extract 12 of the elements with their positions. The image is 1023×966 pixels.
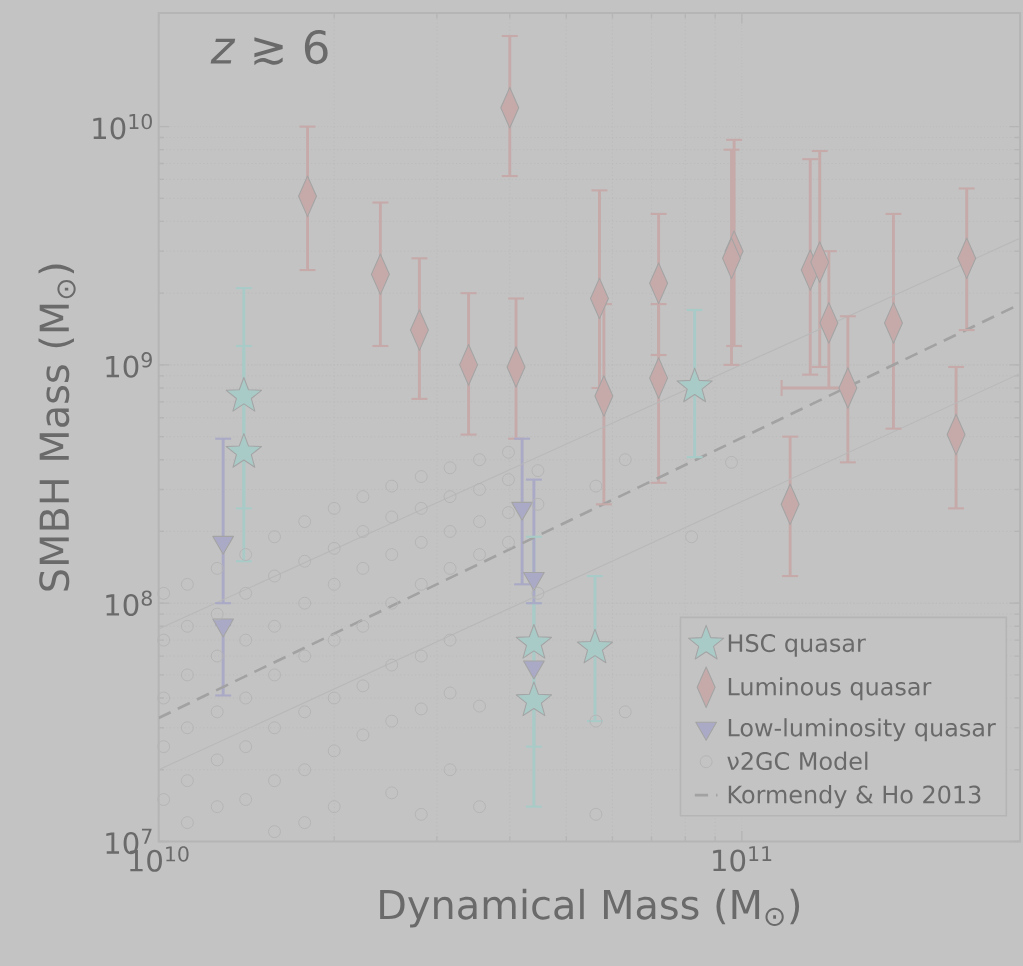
legend-label: ν2GC Model xyxy=(727,751,868,771)
legend-label: Low-luminosity quasar xyxy=(728,718,996,742)
y-tick-label: 10$^{9}$ xyxy=(106,352,152,378)
y-tick-label: 10$^{10}$ xyxy=(93,113,152,140)
legend-label: Luminous quasar xyxy=(728,677,932,701)
x-tick-label: 10$^{11}$ xyxy=(713,846,772,872)
x-axis-title: Dynamical Mass (M$_{⊙}$) xyxy=(380,888,800,928)
y-axis-title: SMBH Mass (M$_{⊙}$) xyxy=(38,264,76,591)
legend-label: Kormendy & Ho 2013 xyxy=(728,785,981,809)
legend-label: HSC quasar xyxy=(728,634,866,657)
annotation: z ≳ 6 xyxy=(210,30,328,66)
y-tick-label: 10$^{8}$ xyxy=(106,590,152,616)
